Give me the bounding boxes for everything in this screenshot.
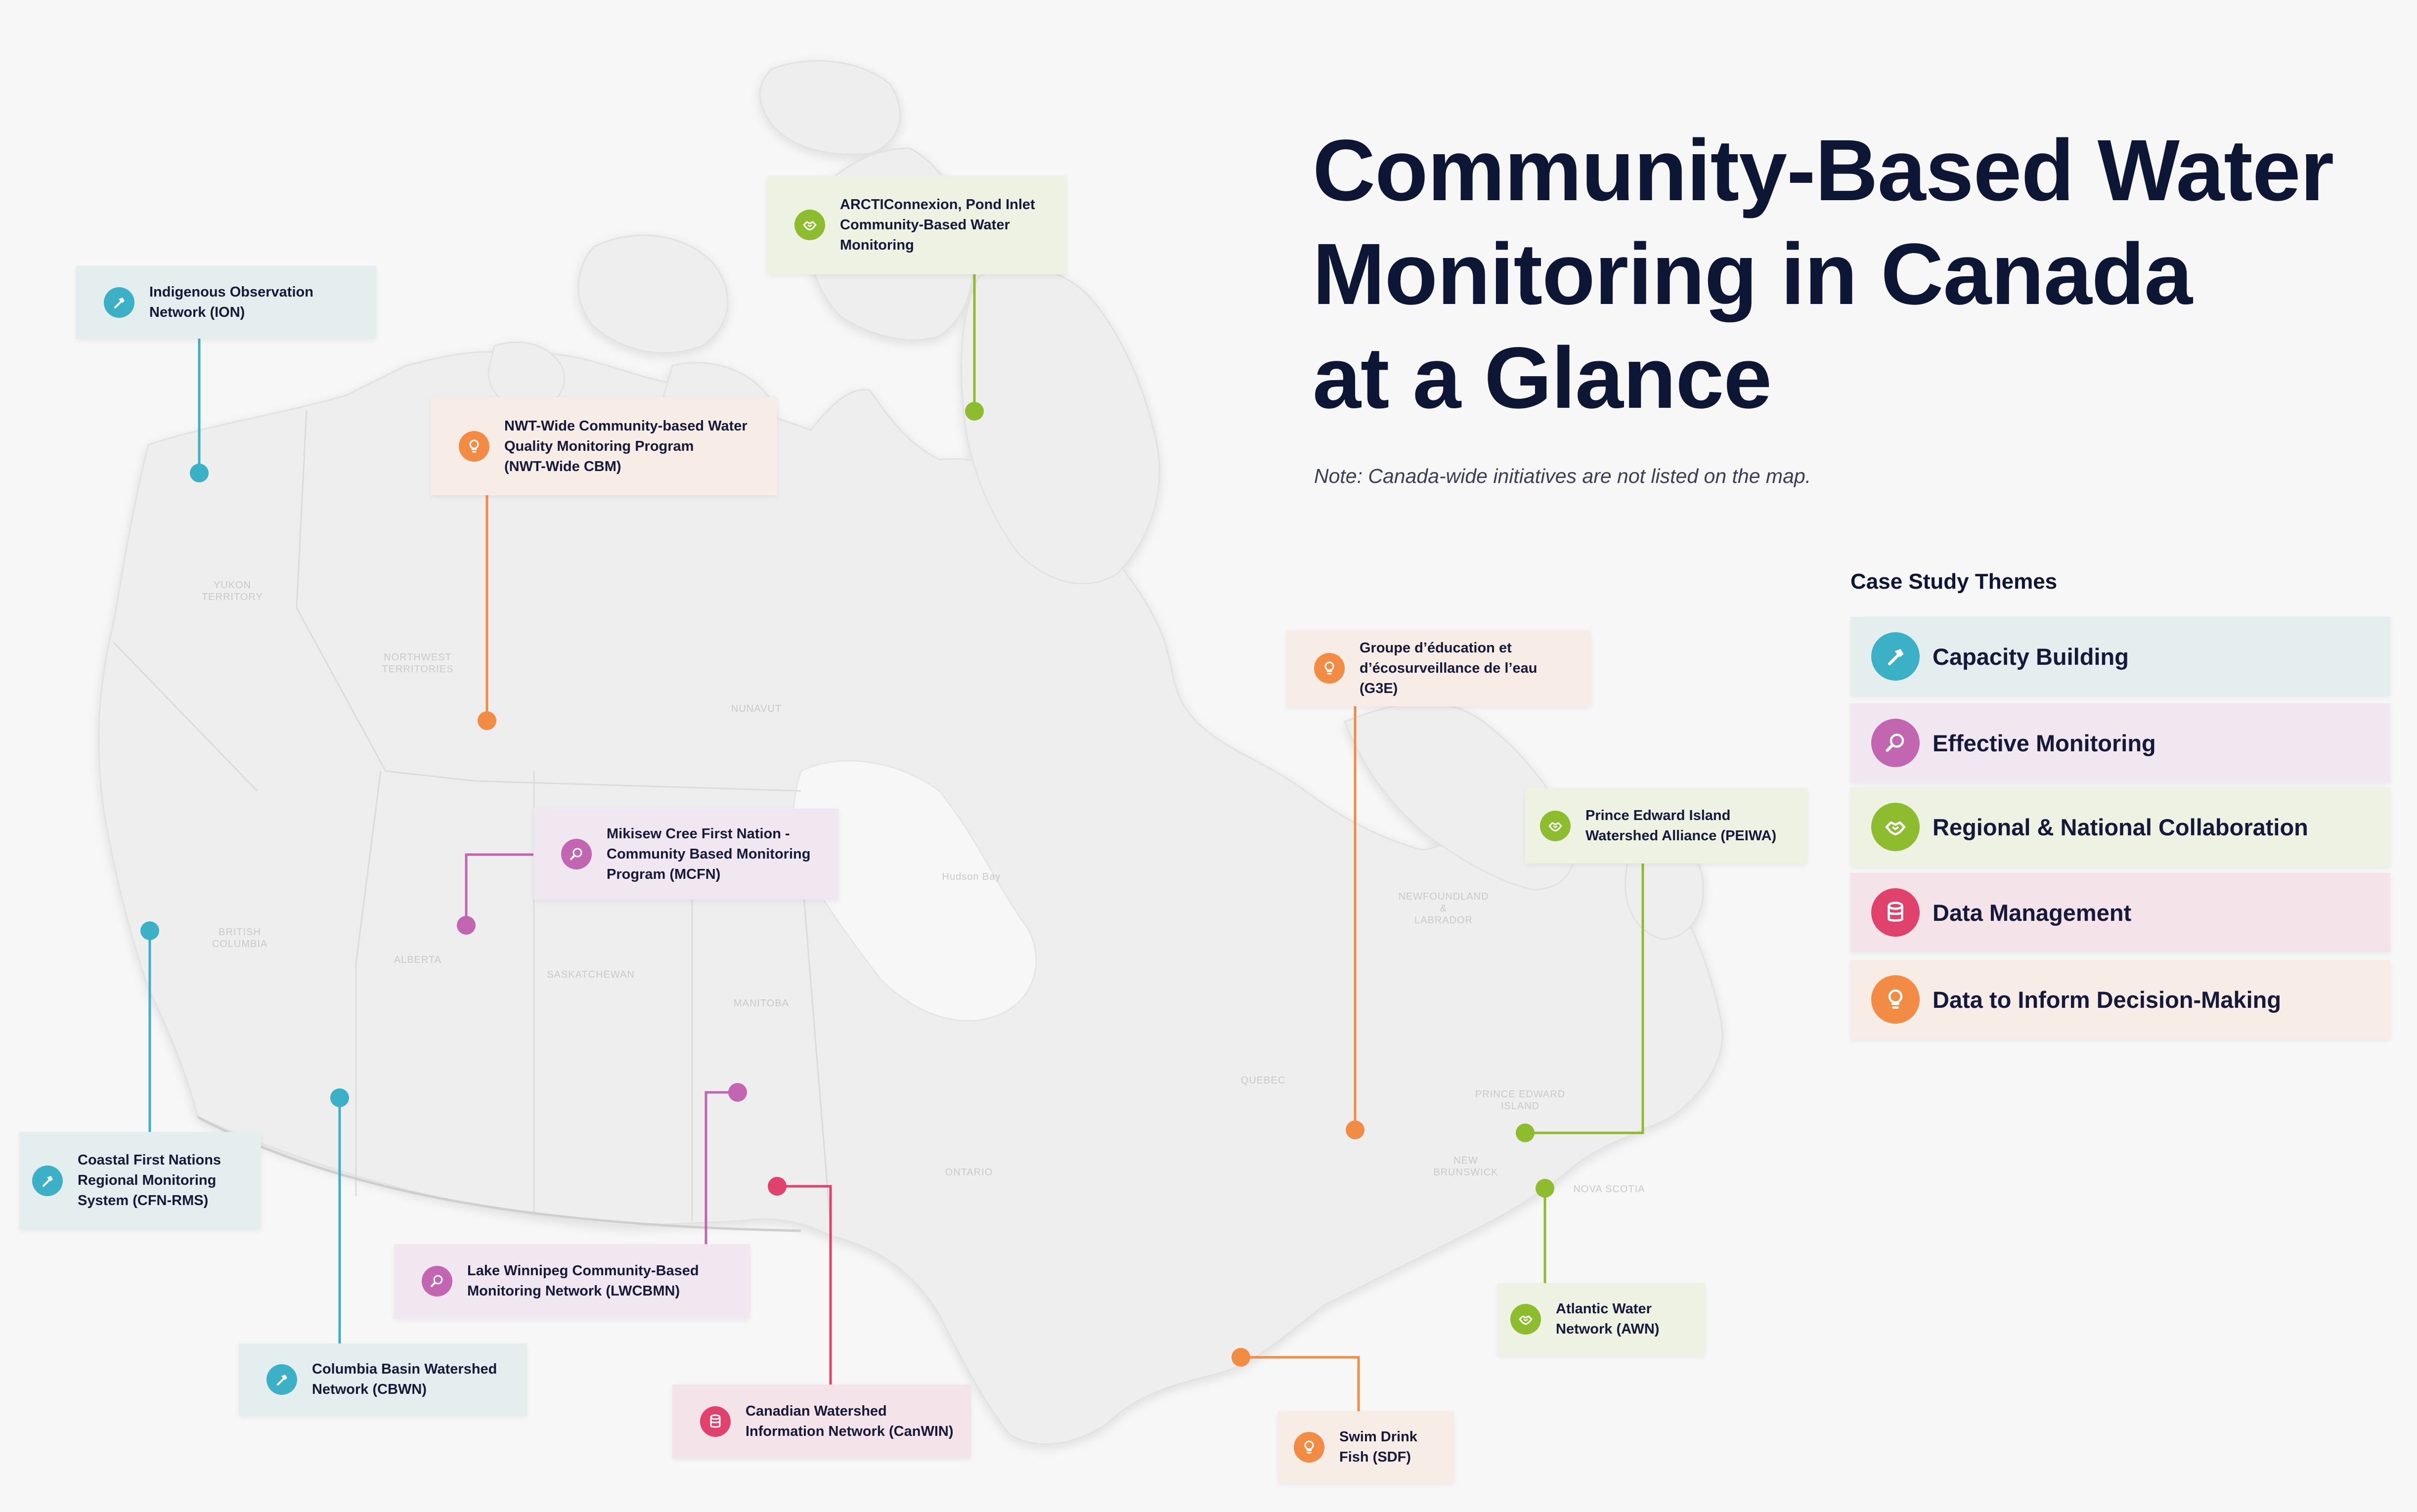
lightbulb-icon: [1314, 653, 1345, 684]
province-borders: [113, 410, 832, 1226]
initiative-label-peiwa[interactable]: Prince Edward Island Watershed Alliance (…: [1525, 788, 1807, 864]
initiative-label-sdf[interactable]: Swim Drink Fish (SDF): [1278, 1411, 1454, 1483]
legend-item-label: Capacity Building: [1933, 643, 2129, 670]
lightbulb-icon: [1294, 1431, 1324, 1463]
handshake-icon: [1871, 803, 1920, 851]
initiative-label-ion[interactable]: Indigenous Observation Network (ION): [76, 266, 376, 339]
region-label-new-brunswick: NEW BRUNSWICK: [1433, 1155, 1498, 1178]
initiative-label-awn[interactable]: Atlantic Water Network (AWN): [1497, 1283, 1705, 1355]
database-icon: [1871, 888, 1920, 937]
handshake-icon: [1510, 1304, 1541, 1335]
region-label-quebec: QUEBEC: [1240, 1075, 1286, 1086]
initiative-label-cfn-rms[interactable]: Coastal First Nations Regional Monitoring…: [19, 1132, 261, 1229]
region-label-hudson-bay: Hudson Bay: [942, 871, 1001, 882]
legend-item-label: Data to Inform Decision-Making: [1933, 986, 2282, 1013]
region-label-nwt: NORTHWEST TERRITORIES: [382, 652, 454, 675]
hammer-icon: [1871, 632, 1920, 681]
lightbulb-icon: [459, 431, 489, 462]
hammer-icon: [104, 287, 134, 318]
handshake-icon: [794, 210, 825, 240]
region-label-alberta: ALBERTA: [394, 954, 442, 965]
region-label-bc: BRITISH COLUMBIA: [212, 927, 268, 950]
initiative-label-lwcbmn[interactable]: Lake Winnipeg Community-Based Monitoring …: [394, 1244, 750, 1318]
magnifier-icon: [1871, 719, 1920, 767]
region-label-newfoundland: NEWFOUNDLAND & LABRADOR: [1398, 891, 1489, 926]
initiative-label-g3e[interactable]: Groupe d’éducation et d’écosurveillance d…: [1286, 630, 1591, 706]
legend-item-data-management: Data Management: [1850, 873, 2390, 952]
legend-item-label: Data Management: [1933, 899, 2132, 926]
legend-title: Case Study Themes: [1850, 569, 2058, 594]
region-label-saskatchewan: SASKATCHEWAN: [547, 969, 635, 980]
region-label-ontario: ONTARIO: [945, 1167, 993, 1178]
magnifier-icon: [422, 1266, 452, 1296]
region-label-manitoba: MANITOBA: [733, 998, 790, 1009]
legend-item-collaboration: Regional & National Collaboration: [1850, 787, 2390, 866]
map-note: Note: Canada-wide initiatives are not li…: [1314, 465, 1811, 487]
legend-item-label: Regional & National Collaboration: [1933, 814, 2308, 840]
initiative-label-canwin[interactable]: Canadian Watershed Information Network (C…: [672, 1384, 971, 1458]
location-dots: [140, 402, 1554, 1367]
magnifier-icon: [561, 839, 592, 869]
legend-item-effective-monitoring: Effective Monitoring: [1850, 703, 2390, 782]
region-label-nova-scotia: NOVA SCOTIA: [1573, 1184, 1645, 1195]
initiative-label-mcfn[interactable]: Mikisew Cree First Nation - Community Bas…: [533, 809, 838, 900]
initiative-label-nwt-cbm[interactable]: NWT-Wide Community-based Water Quality Mo…: [431, 397, 777, 495]
initiative-label-arcticonnexion[interactable]: ARCTIConnexion, Pond Inlet Community-Base…: [767, 175, 1067, 274]
initiative-label-cbwn[interactable]: Columbia Basin Watershed Network (CBWN): [239, 1343, 527, 1416]
landmass: [98, 60, 1723, 1445]
database-icon: [700, 1406, 731, 1437]
legend-item-decision-making: Data to Inform Decision-Making: [1850, 960, 2390, 1039]
region-label-pei: PRINCE EDWARD ISLAND: [1475, 1089, 1566, 1112]
legend-item-capacity-building: Capacity Building: [1850, 617, 2390, 696]
legend-item-label: Effective Monitoring: [1933, 730, 2156, 756]
leader-lines: [148, 274, 1644, 1411]
region-label-yukon: YUKON TERRITORY: [202, 580, 263, 603]
handshake-icon: [1540, 810, 1571, 841]
hammer-icon: [32, 1165, 63, 1196]
hammer-icon: [266, 1364, 297, 1395]
page-title: Community-Based Water Monitoring in Cana…: [1313, 122, 2334, 427]
region-label-nunavut: NUNAVUT: [731, 703, 782, 714]
lightbulb-icon: [1871, 975, 1920, 1024]
us-border: [197, 1116, 801, 1232]
